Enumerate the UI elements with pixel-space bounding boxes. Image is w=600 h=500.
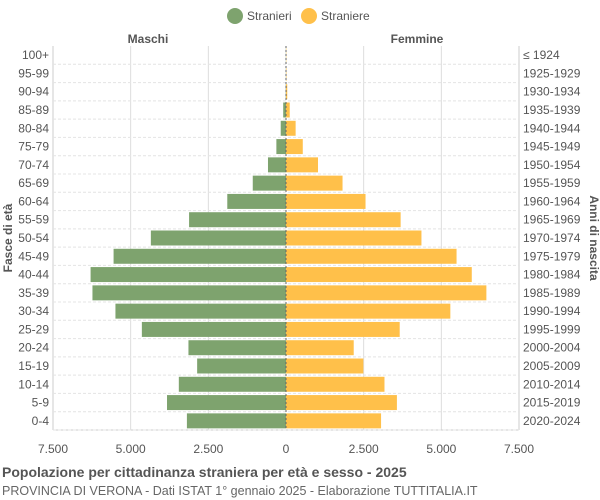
age-label: 100+ [22, 48, 49, 62]
birth-year-label: 1995-1999 [523, 322, 581, 336]
birth-year-label: 1975-1979 [523, 249, 581, 263]
bar-male-25-29 [141, 321, 286, 337]
age-label: 10-14 [18, 377, 49, 391]
bar-female-5-9 [286, 395, 397, 411]
bar-male-55-59 [189, 212, 286, 228]
bar-male-85-89 [283, 102, 286, 118]
bar-male-40-44 [90, 267, 286, 283]
bar-female-45-49 [286, 248, 457, 264]
legend-swatch-straniere [301, 8, 317, 24]
age-label: 45-49 [18, 249, 49, 263]
birth-year-label: 1955-1959 [523, 176, 581, 190]
age-label: 80-84 [18, 121, 49, 135]
x-tick-label: 5.000 [426, 442, 456, 456]
bar-female-35-39 [286, 285, 487, 301]
age-label: 55-59 [18, 213, 49, 227]
x-tick-label: 7.500 [504, 442, 534, 456]
bar-male-15-19 [197, 358, 286, 374]
bar-female-30-34 [286, 303, 451, 319]
age-label: 85-89 [18, 103, 49, 117]
bar-female-75-79 [286, 139, 303, 155]
birth-year-label: 1970-1974 [523, 231, 581, 245]
legend-label-stranieri: Stranieri [247, 9, 292, 23]
bar-male-75-79 [276, 139, 286, 155]
bar-female-90-94 [286, 84, 288, 100]
bar-male-10-14 [178, 376, 286, 392]
right-header: Femmine [391, 32, 444, 46]
birth-year-label: ≤ 1924 [523, 48, 560, 62]
birth-year-label: 2000-2004 [523, 341, 581, 355]
chart-title: Popolazione per cittadinanza straniera p… [2, 464, 407, 480]
x-tick-label: 2.500 [193, 442, 223, 456]
birth-year-label: 1940-1944 [523, 121, 581, 135]
age-label: 0-4 [32, 414, 50, 428]
birth-year-label: 1945-1949 [523, 140, 581, 154]
left-header: Maschi [128, 32, 169, 46]
birth-year-label: 2020-2024 [523, 414, 581, 428]
bar-female-85-89 [286, 102, 290, 118]
bar-female-70-74 [286, 157, 318, 173]
age-label: 95-99 [18, 66, 49, 80]
bar-male-45-49 [113, 248, 286, 264]
age-label: 40-44 [18, 268, 49, 282]
x-tick-label: 5.000 [116, 442, 146, 456]
bar-female-25-29 [286, 321, 400, 337]
bar-male-70-74 [267, 157, 286, 173]
birth-year-label: 1960-1964 [523, 194, 581, 208]
bar-female-50-54 [286, 230, 422, 246]
age-label: 90-94 [18, 85, 49, 99]
bar-male-65-69 [252, 175, 286, 191]
y-axis-label-left: Fasce di età [1, 203, 15, 272]
birth-year-label: 1980-1984 [523, 268, 581, 282]
age-label: 5-9 [32, 396, 50, 410]
bar-male-50-54 [150, 230, 286, 246]
birth-year-label: 1935-1939 [523, 103, 581, 117]
birth-year-label: 1990-1994 [523, 304, 581, 318]
birth-year-label: 1930-1934 [523, 85, 581, 99]
age-label: 60-64 [18, 194, 49, 208]
bar-female-40-44 [286, 267, 472, 283]
bar-female-15-19 [286, 358, 364, 374]
bar-male-60-64 [227, 193, 286, 209]
age-label: 20-24 [18, 341, 49, 355]
age-label: 50-54 [18, 231, 49, 245]
bar-female-10-14 [286, 376, 385, 392]
chart-subtitle: PROVINCIA DI VERONA - Dati ISTAT 1° genn… [2, 484, 478, 498]
x-tick-label: 0 [283, 442, 290, 456]
bar-male-20-24 [188, 340, 286, 356]
birth-year-label: 1925-1929 [523, 66, 581, 80]
population-pyramid-chart: 100+ ≤ 1924 95-99 1925-1929 90-94 1930-1934 85… [1, 8, 600, 456]
birth-year-label: 2015-2019 [523, 396, 581, 410]
x-tick-label: 7.500 [38, 442, 68, 456]
bar-male-30-34 [115, 303, 286, 319]
bar-female-60-64 [286, 193, 366, 209]
bar-female-0-4 [286, 413, 382, 429]
bar-male-5-9 [167, 395, 286, 411]
birth-year-label: 1950-1954 [523, 158, 581, 172]
bar-female-55-59 [286, 212, 401, 228]
y-axis-label-right: Anni di nascita [587, 195, 600, 281]
birth-year-label: 1985-1989 [523, 286, 581, 300]
legend-swatch-stranieri [227, 8, 243, 24]
x-tick-label: 2.500 [349, 442, 379, 456]
bar-female-20-24 [286, 340, 354, 356]
age-label: 70-74 [18, 158, 49, 172]
age-label: 25-29 [18, 322, 49, 336]
bar-male-35-39 [92, 285, 286, 301]
bar-male-0-4 [186, 413, 286, 429]
age-label: 15-19 [18, 359, 49, 373]
bar-female-65-69 [286, 175, 343, 191]
age-label: 75-79 [18, 140, 49, 154]
legend-label-straniere: Straniere [321, 9, 370, 23]
bar-male-80-84 [280, 120, 286, 136]
age-label: 35-39 [18, 286, 49, 300]
birth-year-label: 2005-2009 [523, 359, 581, 373]
age-label: 30-34 [18, 304, 49, 318]
birth-year-label: 1965-1969 [523, 213, 581, 227]
bar-female-80-84 [286, 120, 296, 136]
age-label: 65-69 [18, 176, 49, 190]
birth-year-label: 2010-2014 [523, 377, 581, 391]
